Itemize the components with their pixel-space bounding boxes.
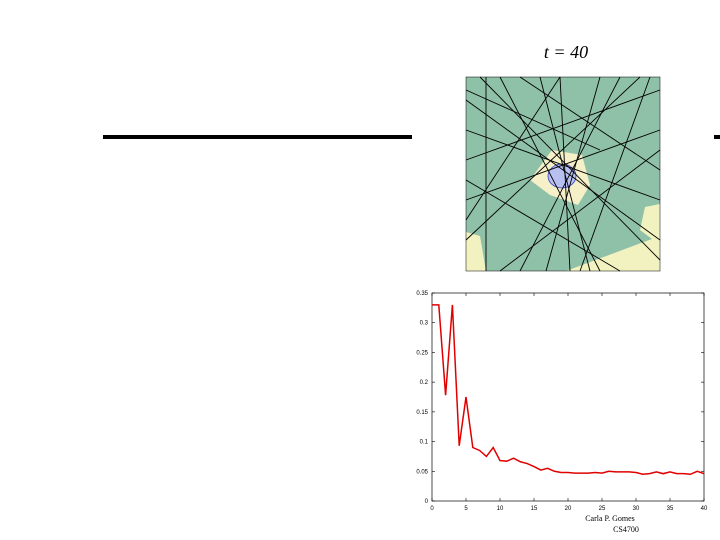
y-tick-label: 0.35: [416, 291, 428, 297]
x-tick-label: 15: [531, 506, 538, 512]
x-tick-label: 35: [667, 506, 674, 512]
x-tick-label: 5: [464, 506, 468, 512]
footer-course: CS4700: [613, 525, 639, 534]
y-tick-label: 0.25: [416, 350, 428, 356]
y-tick-label: 0: [425, 499, 429, 505]
y-tick-label: 0.3: [420, 321, 429, 327]
y-tick-label: 0.15: [416, 410, 428, 416]
simulation-image: [465, 76, 661, 272]
x-tick-label: 0: [430, 506, 434, 512]
x-tick-label: 30: [633, 506, 640, 512]
y-tick-label: 0.1: [420, 440, 429, 446]
y-tick-label: 0.05: [416, 469, 428, 475]
footer-author: Carla P. Gomes: [585, 514, 635, 523]
slide-title: t = 40: [544, 42, 588, 62]
x-tick-label: 40: [701, 506, 708, 512]
line: [432, 304, 705, 476]
x-tick-label: 25: [599, 506, 606, 512]
x-tick-label: 10: [497, 506, 504, 512]
y-tick-label: 0.2: [420, 380, 429, 386]
x-tick-label: 20: [565, 506, 572, 512]
plot-frame: [431, 292, 705, 502]
